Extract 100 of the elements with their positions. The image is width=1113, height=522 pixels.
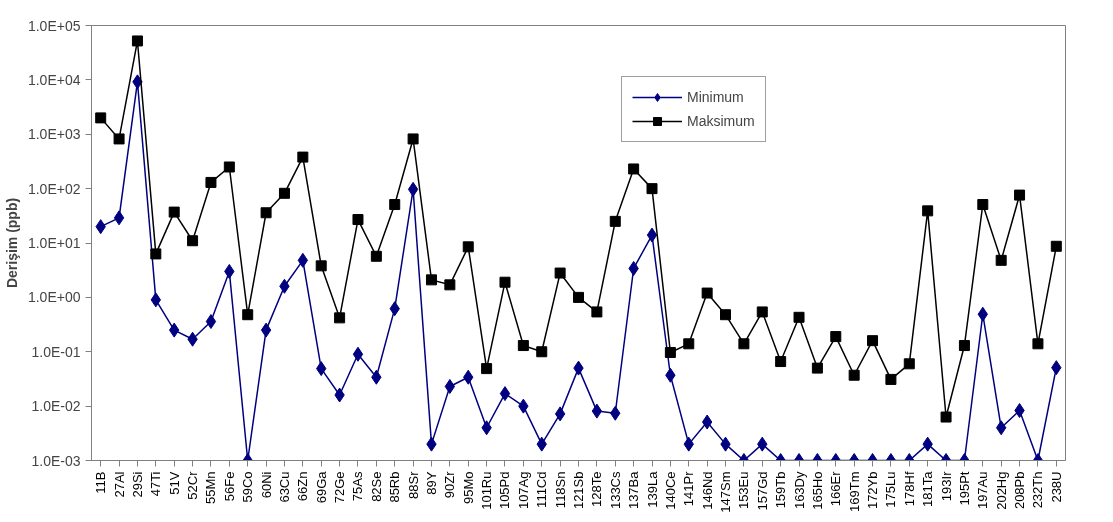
x-tick-label: 147Sm: [718, 471, 734, 513]
x-tick-label: 165Ho: [809, 471, 825, 510]
x-tick-label: 118Sn: [552, 471, 568, 509]
point: [425, 274, 437, 286]
point: [1032, 338, 1044, 350]
point: [591, 306, 603, 318]
point: [701, 414, 713, 430]
y-tick-label: 1.0E+05: [27, 17, 81, 34]
legend-label: Minimum: [687, 89, 744, 105]
point: [701, 287, 713, 299]
point: [242, 309, 254, 321]
point: [664, 346, 676, 358]
point: [499, 386, 511, 402]
x-tick-label: 169Tm: [846, 471, 862, 512]
y-tick-label: 1.0E-01: [31, 343, 81, 360]
point: [940, 411, 952, 423]
point: [297, 252, 309, 268]
point: [113, 133, 125, 145]
x-tick-label: 69Ga: [313, 470, 329, 504]
x-tick-label: 153Eu: [736, 471, 752, 510]
point: [389, 199, 401, 211]
y-tick-label: 1.0E+03: [27, 126, 81, 143]
point: [517, 340, 529, 352]
point: [536, 346, 548, 358]
x-tick-label: 175Lu: [883, 471, 899, 508]
x-tick-label: 29Si: [129, 471, 145, 498]
point: [573, 291, 584, 303]
point: [334, 312, 346, 324]
x-tick-label: 195Pt: [956, 471, 972, 506]
x-tick-label: 107Ag: [515, 471, 531, 510]
point: [756, 306, 768, 318]
point: [297, 151, 309, 163]
x-tick-label: 105Pd: [497, 471, 513, 510]
x-tick-label: 208Pb: [1012, 471, 1028, 510]
point: [370, 250, 382, 262]
point: [995, 254, 1007, 266]
point: [1014, 189, 1026, 201]
point: [646, 227, 658, 243]
x-tick-label: 202Hg: [993, 471, 1009, 510]
point: [628, 163, 640, 175]
point: [499, 276, 511, 288]
x-tick-label: 82Se: [368, 471, 384, 502]
point: [444, 279, 456, 291]
point: [683, 338, 695, 350]
x-tick-label: 47Ti: [148, 471, 164, 497]
point: [811, 362, 823, 374]
point: [260, 322, 272, 338]
point: [315, 260, 327, 272]
point: [205, 314, 217, 329]
point: [609, 215, 621, 227]
x-tick-label: 27Al: [111, 471, 127, 498]
point: [462, 241, 474, 253]
point: [150, 248, 162, 260]
x-tick-label: 137Ba: [626, 470, 642, 510]
point: [352, 214, 364, 226]
point: [187, 235, 199, 247]
point: [793, 311, 805, 323]
x-tick-label: 163Dy: [791, 471, 807, 510]
point: [352, 346, 364, 362]
point: [131, 35, 143, 47]
point: [554, 406, 566, 422]
x-tick-label: 63Cu: [276, 471, 292, 503]
point: [260, 207, 272, 219]
x-tick-label: 55Mn: [203, 471, 219, 505]
y-tick-label: 1.0E+02: [27, 180, 81, 197]
x-tick-label: 172Yb: [865, 471, 881, 510]
x-tick-label: 51V: [166, 471, 182, 495]
point: [958, 340, 970, 352]
x-tick-label: 111Cd: [534, 471, 550, 508]
y-tick-label: 1.0E+00: [27, 289, 81, 306]
x-tick-label: 11B: [93, 471, 109, 494]
point: [407, 181, 419, 197]
point: [223, 161, 235, 173]
point: [554, 267, 566, 279]
x-tick-label: 89Y: [423, 471, 439, 495]
x-tick-label: 159Tb: [773, 471, 789, 509]
point: [646, 183, 658, 195]
x-tick-label: 140Ce: [662, 471, 678, 510]
x-tick-label: 85Rb: [387, 471, 403, 503]
x-tick-label: 121Sb: [571, 471, 586, 510]
y-tick-label: 1.0E-02: [31, 398, 81, 415]
point: [885, 373, 897, 385]
x-tick-label: 146Nd: [699, 471, 715, 510]
x-tick-label: 95Mo: [460, 471, 476, 505]
x-tick-label: 197Au: [975, 471, 991, 510]
point: [481, 363, 493, 375]
x-tick-label: 72Ge: [332, 471, 348, 504]
point: [278, 187, 290, 199]
y-tick-label: 1.0E-03: [31, 452, 81, 469]
point: [903, 358, 915, 370]
legend-label: Maksimum: [687, 113, 755, 129]
x-tick-label: 66Zn: [295, 471, 311, 502]
x-tick-label: 232Th: [1030, 471, 1046, 509]
x-tick-label: 181Ta: [920, 470, 936, 507]
x-tick-label: 193Ir: [938, 470, 954, 502]
x-tick-label: 139La: [644, 470, 660, 508]
x-tick-label: 90Zr: [442, 470, 458, 499]
x-tick-label: 166Er: [828, 470, 844, 507]
x-tick-label: 178Hf: [901, 471, 917, 507]
point: [113, 210, 125, 226]
